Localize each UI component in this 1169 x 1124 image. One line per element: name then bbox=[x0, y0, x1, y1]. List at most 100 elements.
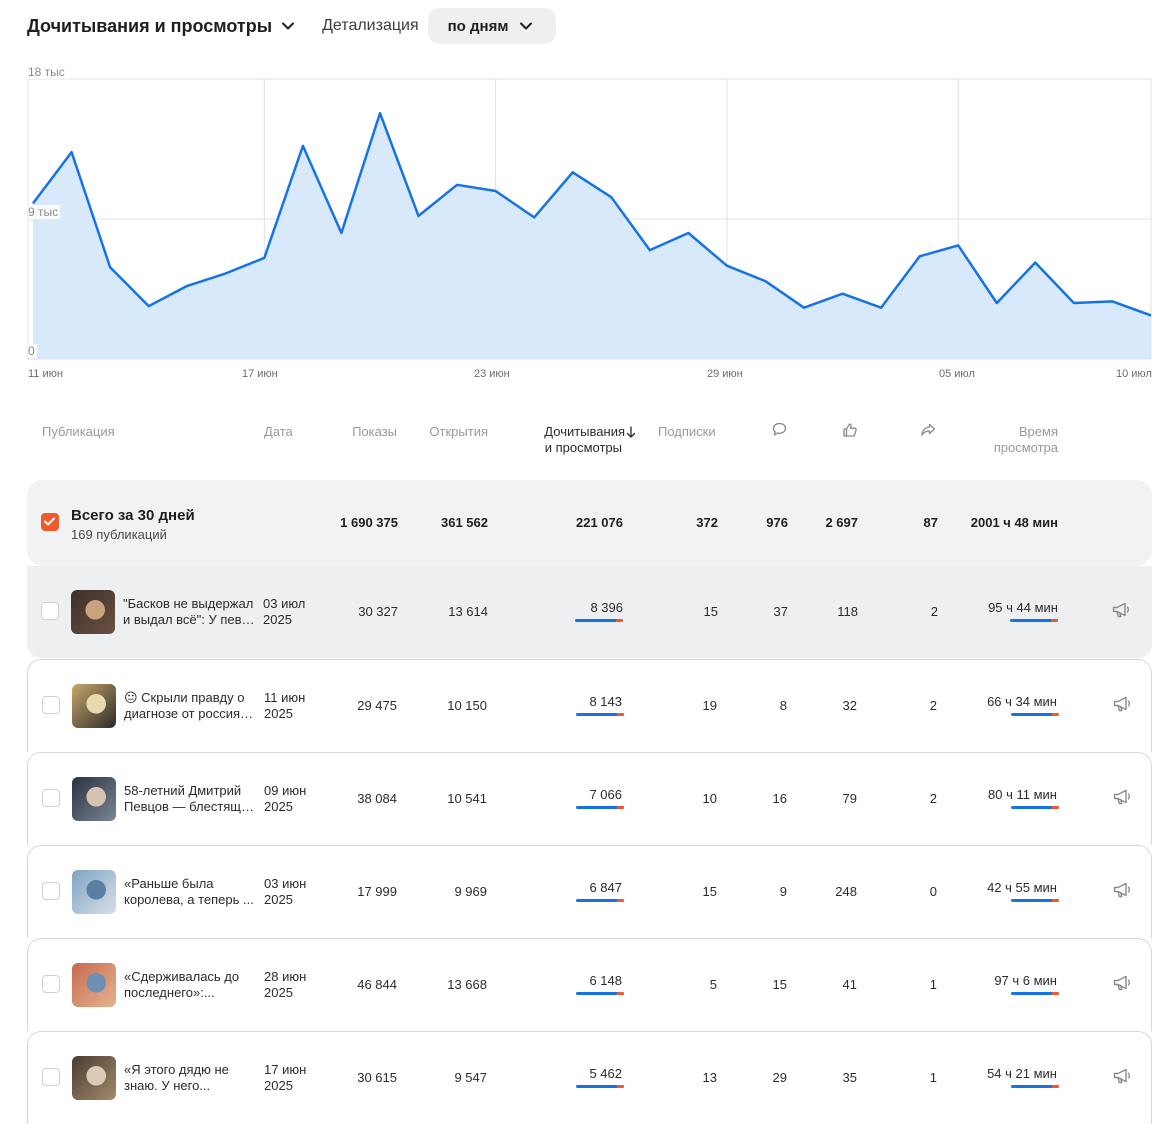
publication-title-line2: и выдал всё": У певц... bbox=[123, 612, 257, 627]
publication-title-line2: знаю. У него... bbox=[124, 1078, 211, 1093]
page-title: Дочитывания и просмотры bbox=[27, 15, 273, 36]
row-checkbox[interactable] bbox=[42, 975, 60, 993]
total-shows: 1 690 375 bbox=[340, 515, 398, 530]
publication-title[interactable]: «Я этого дядю не знаю. У него... bbox=[124, 1062, 258, 1094]
total-row: Всего за 30 дней 169 публикаций 1 690 37… bbox=[27, 480, 1152, 566]
publication-thumbnail[interactable] bbox=[72, 684, 116, 728]
row-checkbox[interactable] bbox=[42, 882, 60, 900]
data-point bbox=[454, 182, 460, 188]
like-icon[interactable] bbox=[842, 422, 858, 443]
publication-thumbnail[interactable] bbox=[72, 1056, 116, 1100]
reads-bar-accent bbox=[616, 619, 623, 622]
publication-thumbnail[interactable] bbox=[72, 870, 116, 914]
likes-value: 41 bbox=[842, 977, 857, 992]
data-point bbox=[300, 143, 306, 149]
y-tick-label: 18 тыс bbox=[28, 65, 67, 79]
shares-value: 1 bbox=[929, 1070, 937, 1085]
shares-value: 1 bbox=[929, 977, 937, 992]
promote-icon[interactable] bbox=[1112, 881, 1132, 904]
publication-date: 03 июл 2025 bbox=[263, 596, 305, 628]
likes-value: 248 bbox=[835, 884, 857, 899]
row-checkbox[interactable] bbox=[41, 602, 59, 620]
promote-icon[interactable] bbox=[1112, 788, 1132, 811]
y-tick-label: 9 тыс bbox=[28, 205, 61, 219]
reads-bar-accent bbox=[617, 713, 624, 716]
check-icon bbox=[44, 517, 55, 526]
col-time-line1: Время bbox=[1018, 424, 1058, 439]
report-header: Дочитывания и просмотры Детализация по д… bbox=[27, 8, 557, 44]
publication-title[interactable]: 58-летний Дмитрий Певцов — блестящи... bbox=[124, 783, 258, 815]
col-reads[interactable]: Дочитывания и просмотры bbox=[532, 424, 636, 456]
publication-title[interactable]: 😐 Скрыли правду о диагнозе от россиян... bbox=[124, 690, 258, 722]
row-checkbox[interactable] bbox=[42, 789, 60, 807]
opens-value: 9 969 bbox=[454, 884, 487, 899]
data-point bbox=[261, 255, 267, 261]
col-shows[interactable]: Показы bbox=[352, 424, 397, 439]
publication-title[interactable]: «Раньше была королева, а теперь ... bbox=[124, 876, 258, 908]
table-row[interactable]: «Я этого дядю не знаю. У него... 17 июн … bbox=[27, 1031, 1152, 1124]
view-time-bar bbox=[1010, 619, 1058, 622]
select-all-checkbox[interactable] bbox=[41, 513, 59, 531]
reads-value: 8 396 bbox=[590, 600, 623, 615]
table-row[interactable]: «Раньше была королева, а теперь ... 03 и… bbox=[27, 845, 1152, 938]
publication-title-line1: «Раньше была bbox=[124, 876, 214, 891]
promote-icon[interactable] bbox=[1112, 974, 1132, 997]
publication-thumbnail[interactable] bbox=[72, 963, 116, 1007]
data-point bbox=[107, 264, 113, 270]
opens-value: 13 668 bbox=[447, 977, 487, 992]
promote-icon[interactable] bbox=[1112, 1067, 1132, 1090]
publication-title[interactable]: "Басков не выдержал и выдал всё": У певц… bbox=[123, 596, 257, 628]
chevron-down-icon bbox=[518, 18, 534, 34]
data-point bbox=[878, 305, 884, 311]
data-point bbox=[531, 214, 537, 220]
x-tick-label: 05 июл bbox=[939, 368, 975, 380]
col-time-line2: просмотра bbox=[993, 440, 1058, 455]
data-point bbox=[184, 283, 190, 289]
publication-title[interactable]: «Сдерживалась до последнего»:... bbox=[124, 969, 258, 1001]
reads-bar bbox=[575, 619, 623, 622]
row-checkbox[interactable] bbox=[42, 1068, 60, 1086]
shows-value: 29 475 bbox=[357, 698, 397, 713]
table-row[interactable]: "Басков не выдержал и выдал всё": У певц… bbox=[27, 566, 1152, 658]
period-select[interactable]: по дням bbox=[427, 8, 557, 44]
share-icon[interactable] bbox=[920, 422, 936, 443]
table-row[interactable]: «Сдерживалась до последнего»:... 28 июн … bbox=[27, 938, 1152, 1031]
comments-value: 15 bbox=[772, 977, 787, 992]
view-time-bar-accent bbox=[1052, 1085, 1059, 1088]
view-time-bar-accent bbox=[1052, 899, 1059, 902]
report-type-dropdown[interactable]: Дочитывания и просмотры bbox=[27, 16, 296, 37]
comment-icon[interactable] bbox=[772, 422, 787, 442]
table-row[interactable]: 😐 Скрыли правду о диагнозе от россиян...… bbox=[27, 659, 1152, 752]
promote-icon[interactable] bbox=[1112, 695, 1132, 718]
col-time[interactable]: Время просмотра bbox=[970, 424, 1058, 456]
reads-bar-accent bbox=[617, 806, 624, 809]
col-date[interactable]: Дата bbox=[264, 424, 293, 439]
publication-thumbnail[interactable] bbox=[71, 590, 115, 634]
promote-icon[interactable] bbox=[1111, 601, 1131, 624]
col-subs[interactable]: Подписки bbox=[658, 424, 716, 439]
reads-value: 7 066 bbox=[589, 787, 622, 802]
publication-date-year: 2025 bbox=[264, 706, 293, 721]
publication-thumbnail[interactable] bbox=[72, 777, 116, 821]
shares-value: 2 bbox=[929, 791, 937, 806]
table-row[interactable]: 58-летний Дмитрий Певцов — блестящи... 0… bbox=[27, 752, 1152, 845]
col-publication[interactable]: Публикация bbox=[42, 424, 115, 439]
period-select-value: по дням bbox=[447, 17, 509, 35]
view-time-value: 97 ч 6 мин bbox=[994, 973, 1057, 988]
publication-date-day: 17 июн bbox=[264, 1062, 307, 1077]
subs-value: 13 bbox=[702, 1070, 717, 1085]
view-time-value: 42 ч 55 мин bbox=[987, 880, 1057, 895]
reads-bar bbox=[576, 899, 624, 902]
row-checkbox[interactable] bbox=[42, 696, 60, 714]
data-point bbox=[377, 110, 383, 116]
view-time-value: 66 ч 34 мин bbox=[987, 694, 1057, 709]
data-point bbox=[1032, 260, 1038, 266]
views-chart[interactable]: 18 тыс 9 тыс 0 11 июн 17 июн 23 июн 29 и… bbox=[27, 62, 1157, 392]
publication-title-line2: королева, а теперь ... bbox=[124, 892, 254, 907]
view-time-bar bbox=[1011, 1085, 1059, 1088]
data-point bbox=[801, 305, 807, 311]
publication-title-line2: последнего»:... bbox=[124, 985, 215, 1000]
likes-value: 79 bbox=[842, 791, 857, 806]
col-opens[interactable]: Открытия bbox=[429, 424, 488, 439]
total-title: Всего за 30 дней bbox=[71, 507, 195, 524]
